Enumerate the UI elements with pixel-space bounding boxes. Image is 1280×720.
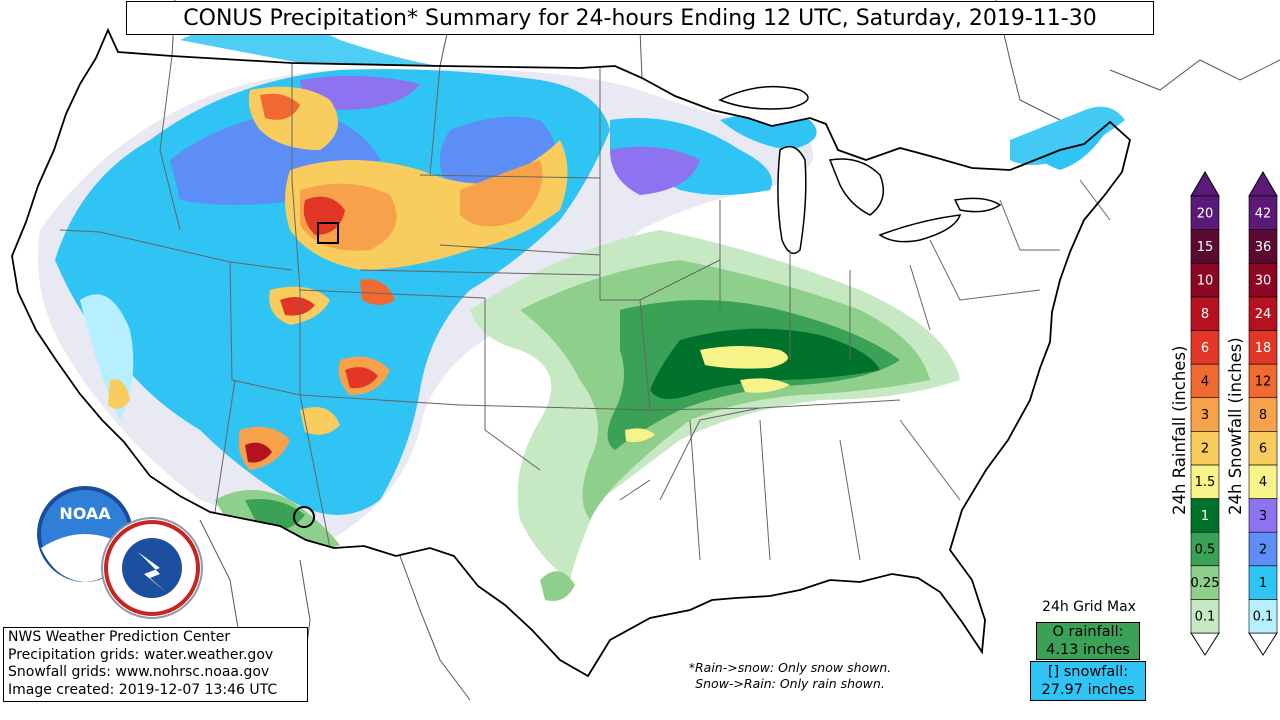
footnote-line: *Rain->snow: Only snow shown. [688, 660, 892, 675]
snowfall-tick-label: 6 [1259, 442, 1267, 457]
snowfall-min-arrow [1248, 632, 1278, 656]
footnote: *Rain->snow: Only snow shown. Snow->Rain… [660, 660, 920, 692]
rainfall-max-title: O rainfall: [1052, 624, 1124, 640]
rainfall-tick-label: 8 [1201, 307, 1209, 322]
snowfall-color-swatch [1248, 195, 1278, 230]
footnote-line: Snow->Rain: Only rain shown. [695, 676, 885, 691]
snowfall-color-swatch [1248, 464, 1278, 499]
rainfall-max-box: O rainfall: 4.13 inches [1036, 622, 1140, 660]
snowfall-tick-label: 24 [1255, 307, 1272, 322]
rainfall-tick-label: 0.1 [1195, 610, 1216, 625]
nws-logo [101, 517, 203, 619]
page-title: CONUS Precipitation* Summary for 24-hour… [126, 1, 1154, 35]
snowfall-max-title: [] snowfall: [1047, 664, 1129, 680]
credits-box: NWS Weather Prediction Center Precipitat… [3, 627, 308, 702]
rainfall-color-swatch [1190, 363, 1220, 398]
credit-line: Image created: 2019-12-07 13:46 UTC [8, 681, 278, 698]
rainfall-max-value: 4.13 inches [1046, 642, 1130, 658]
snowfall-tick-label: 3 [1259, 509, 1267, 524]
snowfall-tick-label: 1 [1259, 576, 1267, 591]
snowfall-color-swatch [1248, 330, 1278, 365]
great-lakes [718, 85, 1002, 255]
rainfall-min-arrow [1190, 632, 1220, 656]
rainfall-color-swatch [1190, 565, 1220, 600]
snowfall-color-swatch [1248, 498, 1278, 533]
snowfall-color-swatch [1248, 229, 1278, 264]
snowfall-color-swatch [1248, 397, 1278, 432]
rainfall-max-marker [293, 506, 315, 528]
credit-line: Snowfall grids: www.nohrsc.noaa.gov [8, 664, 270, 680]
rainfall-tick-label: 1 [1201, 509, 1209, 524]
rainfall-color-swatch [1190, 397, 1220, 432]
snowfall-color-swatch [1248, 531, 1278, 567]
snowfall-tick-label: 42 [1255, 206, 1272, 221]
rainfall-color-swatch [1190, 330, 1220, 365]
snowfall-tick-label: 2 [1259, 542, 1267, 557]
snowfall-max-marker [317, 222, 339, 244]
credit-line: Precipitation grids: water.weather.gov [8, 646, 274, 663]
rainfall-color-swatch [1190, 296, 1220, 331]
snowfall-tick-label: 0.1 [1253, 610, 1274, 625]
state-borders [59, 55, 1111, 561]
rainfall-tick-label: 1.5 [1195, 475, 1216, 490]
rainfall-tick-label: 0.5 [1195, 542, 1216, 557]
rainfall-scale-label: 24h Rainfall (inches) [1170, 345, 1189, 515]
rainfall-color-swatch [1190, 498, 1220, 533]
snowfall-tick-label: 12 [1255, 374, 1272, 389]
rainfall-tick-label: 4 [1201, 374, 1209, 389]
conus-outline [11, 27, 1132, 678]
canada-snow-east [1010, 106, 1125, 165]
snowfall-color-swatch [1248, 262, 1278, 298]
snowfall-color-swatch [1248, 599, 1278, 634]
snowfall-max-box: [] snowfall: 27.97 inches [1030, 661, 1146, 701]
snowfall-tick-label: 8 [1259, 408, 1267, 423]
snowfall-scale-label: 24h Snowfall (inches) [1226, 337, 1245, 515]
noaa-logo-text: NOAA [59, 504, 111, 523]
credit-line: NWS Weather Prediction Center [8, 629, 231, 645]
grid-max-label: 24h Grid Max [1042, 599, 1136, 615]
rainfall-tick-label: 15 [1197, 240, 1214, 255]
rainfall-colorbar: 0.1 0.25 0.5 1 1.5 2 3 4 6 8 10 15 20 [1190, 171, 1220, 656]
rainfall-max-arrow [1190, 171, 1220, 197]
rainfall-color-swatch [1190, 599, 1220, 634]
rainfall-color-swatch [1190, 229, 1220, 264]
rainfall-color-swatch [1190, 195, 1220, 230]
rainfall-color-swatch [1190, 431, 1220, 466]
snowfall-color-swatch [1248, 296, 1278, 331]
rainfall-tick-label: 2 [1201, 442, 1209, 457]
snowfall-max-value: 27.97 inches [1041, 682, 1135, 698]
rainfall-tick-label: 20 [1197, 206, 1214, 221]
rainfall-tick-label: 6 [1201, 341, 1209, 356]
snowfall-color-swatch [1248, 363, 1278, 398]
snowfall-tick-label: 18 [1255, 341, 1272, 356]
rainfall-tick-label: 0.25 [1191, 576, 1220, 591]
rainfall-tick-label: 3 [1201, 408, 1209, 423]
rainfall-color-swatch [1190, 531, 1220, 567]
snowfall-max-arrow [1248, 171, 1278, 197]
snowfall-color-swatch [1248, 565, 1278, 600]
rainfall-tick-label: 10 [1197, 274, 1214, 289]
snowfall-tick-label: 36 [1255, 240, 1272, 255]
snowfall-tick-label: 30 [1255, 274, 1272, 289]
snowfall-tick-label: 4 [1259, 475, 1267, 490]
precip-field [38, 68, 1110, 601]
